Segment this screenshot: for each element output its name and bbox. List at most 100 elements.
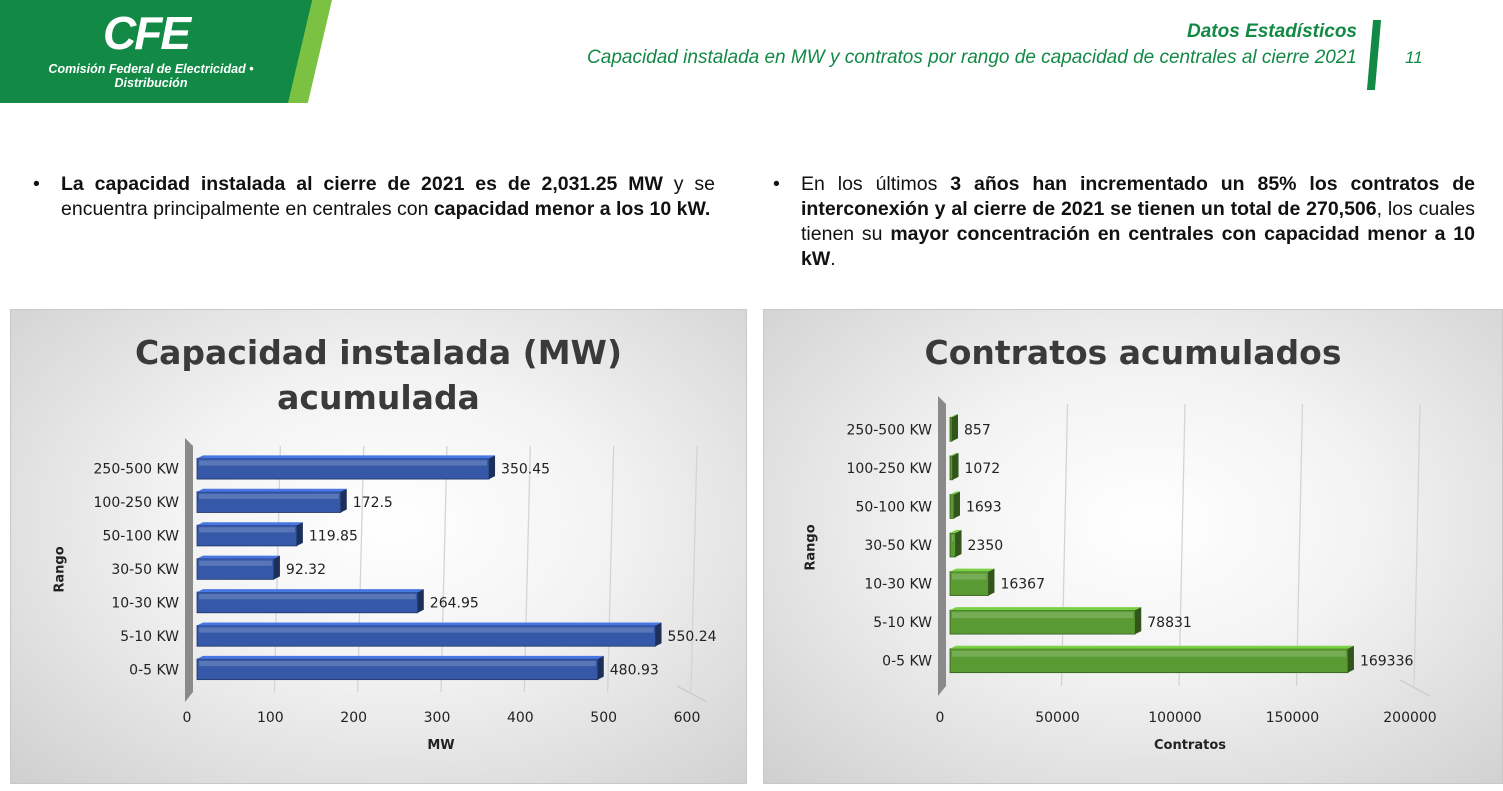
contracts-bar-highlight bbox=[952, 573, 987, 580]
contracts-tick-label: 50000 bbox=[1035, 710, 1080, 726]
header-divider bbox=[1366, 20, 1382, 90]
bullet-contracts-text2: , los cuales tienen su bbox=[801, 198, 1475, 245]
capacity-bar-end bbox=[296, 522, 303, 546]
logo-subtitle: Comisión Federal de Electricidad • Distr… bbox=[20, 62, 282, 90]
bullet-marker: • bbox=[33, 173, 40, 195]
capacity-bar bbox=[196, 555, 280, 580]
contracts-gridline bbox=[1178, 403, 1186, 687]
capacity-bar-end bbox=[273, 555, 280, 580]
page-number: 11 bbox=[1405, 48, 1423, 67]
capacity-category-label: 30-50 KW bbox=[111, 562, 179, 578]
contracts-bar-end bbox=[952, 452, 959, 480]
contracts-category-label: 100-250 KW bbox=[847, 461, 933, 477]
contracts-gridline bbox=[1060, 403, 1069, 687]
contracts-category-label: 250-500 KW bbox=[847, 422, 933, 438]
capacity-bar bbox=[196, 589, 424, 614]
capacity-category-label: 0-5 KW bbox=[129, 662, 179, 678]
contracts-bar bbox=[949, 414, 959, 442]
capacity-value-label: 92.32 bbox=[286, 562, 326, 578]
capacity-tick-label: 400 bbox=[507, 710, 534, 726]
capacity-bar-top bbox=[197, 622, 662, 626]
capacity-bar-highlight bbox=[199, 493, 339, 499]
contracts-value-label: 16367 bbox=[1000, 577, 1045, 593]
capacity-bar bbox=[196, 488, 347, 513]
contracts-bar-top bbox=[950, 491, 960, 495]
contracts-bar-end bbox=[1135, 607, 1142, 635]
chart-capacity-title-line2: acumulada bbox=[277, 378, 480, 417]
capacity-gridline bbox=[440, 445, 448, 693]
contracts-bar-highlight bbox=[952, 612, 1134, 619]
capacity-bar-top bbox=[197, 555, 280, 559]
capacity-value-label: 172.5 bbox=[353, 495, 393, 511]
capacity-bar-end bbox=[489, 455, 496, 480]
contracts-bar bbox=[949, 568, 995, 596]
capacity-bar-highlight bbox=[199, 527, 295, 533]
capacity-gridline bbox=[357, 445, 365, 693]
capacity-value-label: 119.85 bbox=[309, 529, 358, 545]
bullet-capacity-text: y se encuentra principalmente en central… bbox=[61, 173, 715, 220]
contracts-bar-end bbox=[955, 530, 962, 557]
bullet-contracts-bold1: 3 años han incrementado un 85% los contr… bbox=[801, 173, 1475, 220]
contracts-floor-edge bbox=[1399, 679, 1431, 697]
contracts-bar-end bbox=[1347, 645, 1354, 673]
capacity-bar-top bbox=[197, 655, 604, 659]
chart-capacity-title-line1: Capacidad instalada (MW) bbox=[134, 333, 623, 372]
capacity-category-label: 5-10 KW bbox=[120, 629, 179, 645]
capacity-bar-top bbox=[197, 522, 303, 526]
contracts-gridline bbox=[1413, 403, 1421, 687]
contracts-value-label: 169336 bbox=[1360, 654, 1414, 670]
contracts-value-label: 2350 bbox=[968, 538, 1004, 554]
capacity-tick-label: 200 bbox=[340, 710, 367, 726]
capacity-gridline bbox=[690, 445, 698, 693]
contracts-category-label: 30-50 KW bbox=[864, 538, 932, 554]
contracts-tick-label: 150000 bbox=[1266, 710, 1319, 726]
contracts-value-label: 857 bbox=[964, 422, 991, 438]
logo-subtitle-line1: Comisión Federal de Electricidad • bbox=[48, 62, 254, 76]
capacity-bar-top bbox=[197, 488, 347, 492]
capacity-tick-label: 100 bbox=[257, 710, 284, 726]
capacity-bar bbox=[196, 655, 604, 681]
bullet-capacity-bold1: La capacidad instalada al cierre de 2021… bbox=[61, 173, 663, 195]
capacity-value-label: 350.45 bbox=[501, 462, 550, 478]
contracts-value-label: 1072 bbox=[965, 461, 1001, 477]
capacity-floor-edge bbox=[676, 685, 708, 703]
contracts-bar-end bbox=[952, 414, 959, 442]
chart-capacity-plot: 0 100 200 300 400 500 600 350.45 250-500 KW 172.5… bbox=[94, 438, 717, 726]
contracts-bar bbox=[949, 491, 960, 519]
bullet-contracts: • En los últimos 3 años han incrementado… bbox=[773, 172, 1475, 272]
cfe-logo: CFE bbox=[103, 7, 191, 59]
capacity-bar-highlight bbox=[199, 460, 488, 466]
contracts-bar-highlight bbox=[952, 650, 1346, 657]
contracts-category-label: 0-5 KW bbox=[882, 654, 932, 670]
bullet-contracts-bold2: mayor concentración en centrales con cap… bbox=[801, 223, 1475, 270]
contracts-bar-top bbox=[950, 452, 959, 456]
contracts-bar-end bbox=[953, 491, 960, 519]
contracts-bar-top bbox=[950, 530, 962, 534]
contracts-gridline bbox=[1295, 403, 1304, 687]
capacity-bar-top bbox=[197, 455, 496, 459]
contracts-bar bbox=[949, 452, 959, 481]
contracts-bar bbox=[949, 530, 962, 558]
contracts-bar-top bbox=[950, 645, 1354, 649]
capacity-tick-label: 300 bbox=[424, 710, 451, 726]
capacity-bar-highlight bbox=[199, 627, 654, 633]
logo-band bbox=[0, 0, 330, 103]
contracts-category-label: 10-30 KW bbox=[864, 577, 932, 593]
capacity-category-label: 100-250 KW bbox=[94, 495, 180, 511]
capacity-bar-end bbox=[417, 589, 424, 613]
capacity-tick-label: 0 bbox=[183, 710, 192, 726]
contracts-bar-front bbox=[949, 416, 953, 442]
contracts-tick-label: 100000 bbox=[1148, 710, 1201, 726]
contracts-bar bbox=[949, 645, 1354, 674]
bullet-capacity-bold2: capacidad menor a los 10 kW. bbox=[433, 198, 711, 220]
contracts-tick-label: 0 bbox=[936, 710, 945, 726]
capacity-bar bbox=[196, 622, 662, 647]
contracts-bar-top bbox=[950, 607, 1142, 611]
contracts-value-label: 1693 bbox=[966, 499, 1002, 515]
capacity-value-label: 550.24 bbox=[668, 629, 717, 645]
capacity-bar-highlight bbox=[199, 594, 416, 600]
capacity-bar-end bbox=[655, 622, 662, 647]
capacity-bar-highlight bbox=[199, 560, 272, 566]
contracts-bar bbox=[949, 607, 1142, 635]
capacity-value-label: 264.95 bbox=[430, 595, 479, 611]
